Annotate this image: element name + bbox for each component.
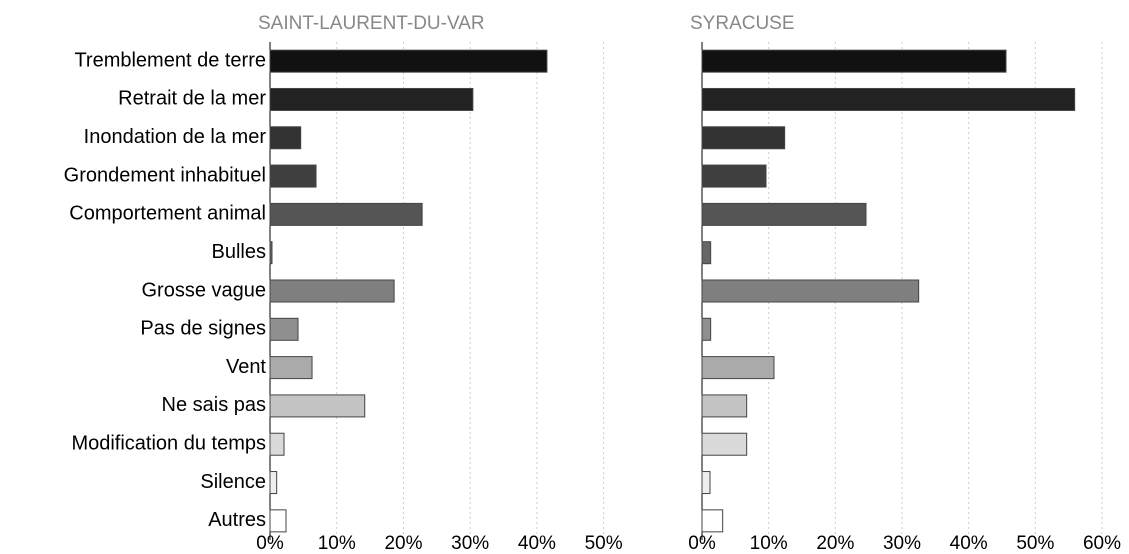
category-label: Tremblement de terre <box>74 49 266 71</box>
x-tick-label: 60% <box>1083 533 1121 554</box>
bar <box>701 241 712 265</box>
bar <box>269 279 395 303</box>
x-tick-label: 10% <box>318 533 356 554</box>
chart-title: SYRACUSE <box>690 13 795 34</box>
bar <box>701 126 786 150</box>
bar <box>269 432 285 456</box>
category-label: Modification du temps <box>71 433 266 455</box>
bar <box>701 509 724 533</box>
bar <box>269 49 548 73</box>
bar <box>701 356 775 380</box>
bar <box>269 471 278 495</box>
category-label: Silence <box>200 471 266 493</box>
bar <box>269 394 366 418</box>
bar <box>269 87 474 111</box>
bar <box>269 241 273 265</box>
x-tick-label: 40% <box>950 533 988 554</box>
bar <box>701 202 867 226</box>
x-tick-label: 20% <box>816 533 854 554</box>
category-label: Ne sais pas <box>162 394 267 416</box>
x-tick-label: 10% <box>750 533 788 554</box>
bar <box>269 317 299 341</box>
category-label: Retrait de la mer <box>118 88 266 110</box>
bar <box>269 126 302 150</box>
bar <box>701 471 711 495</box>
x-tick-label: 0% <box>688 533 716 554</box>
bar <box>701 279 920 303</box>
x-tick-label: 20% <box>384 533 422 554</box>
bar <box>701 49 1007 73</box>
category-label: Inondation de la mer <box>84 126 267 148</box>
bar <box>269 202 423 226</box>
bar <box>701 432 748 456</box>
x-tick-label: 30% <box>451 533 489 554</box>
category-label: Pas de signes <box>140 318 266 340</box>
x-tick-label: 50% <box>585 533 623 554</box>
chart-title: SAINT-LAURENT-DU-VAR <box>258 13 485 34</box>
category-label: Comportement animal <box>69 203 266 225</box>
x-tick-label: 50% <box>1016 533 1054 554</box>
category-label: Grondement inhabituel <box>64 164 266 186</box>
bar <box>269 509 287 533</box>
bar <box>701 317 712 341</box>
category-label: Grosse vague <box>141 279 266 301</box>
bar <box>269 356 313 380</box>
x-tick-label: 0% <box>256 533 284 554</box>
x-tick-label: 30% <box>883 533 921 554</box>
bar <box>701 394 748 418</box>
category-label: Autres <box>208 509 266 531</box>
bar <box>269 164 317 188</box>
bar <box>701 87 1076 111</box>
x-tick-label: 40% <box>518 533 556 554</box>
category-label: Vent <box>226 356 266 378</box>
category-label: Bulles <box>212 241 266 263</box>
bar <box>701 164 767 188</box>
